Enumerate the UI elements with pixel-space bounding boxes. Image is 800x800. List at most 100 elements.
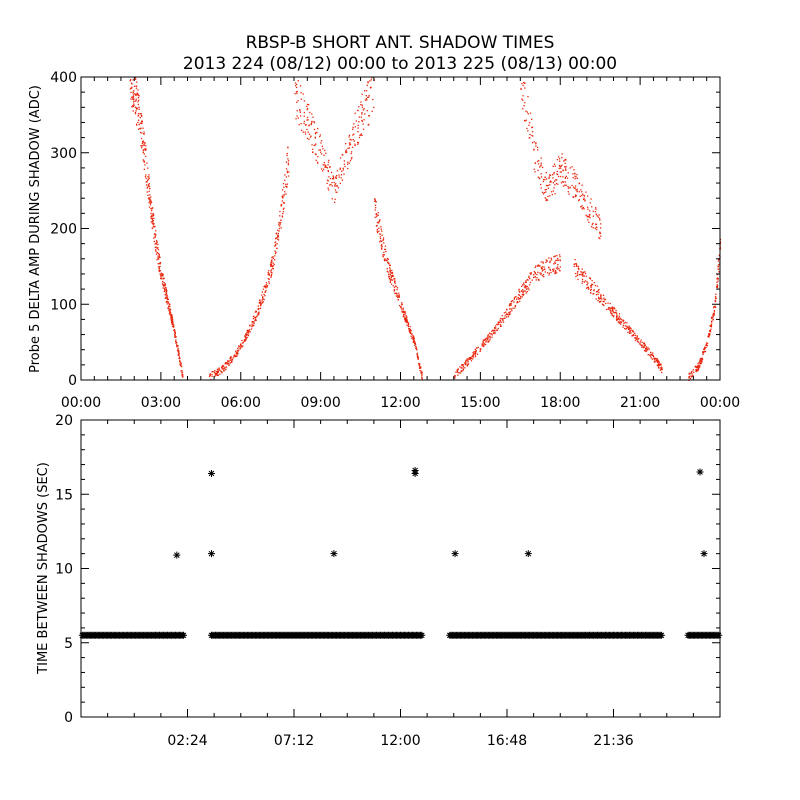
top-data-point [385, 250, 387, 253]
top-data-point [150, 218, 152, 220]
top-data-point [143, 160, 145, 162]
top-data-point [316, 161, 319, 163]
top-data-point [523, 81, 525, 84]
top-data-point [392, 285, 394, 287]
top-data-point [545, 198, 547, 200]
top-data-point [587, 216, 589, 218]
top-data-point [354, 143, 356, 145]
top-data-point [360, 104, 362, 106]
top-data-point [317, 127, 319, 130]
top-data-point [523, 284, 525, 286]
top-data-point [702, 352, 705, 354]
top-data-point [561, 181, 564, 183]
top-data-point [584, 272, 587, 275]
top-data-point [389, 281, 391, 283]
top-data-point [645, 348, 647, 350]
top-data-point [342, 167, 344, 169]
top-data-point [595, 294, 598, 296]
top-data-point [227, 360, 229, 362]
top-data-point [593, 289, 595, 291]
top-data-point [339, 157, 342, 159]
top-data-point [575, 263, 577, 265]
top-data-point [565, 166, 567, 168]
top-data-point [176, 346, 178, 348]
top-data-point [138, 99, 140, 101]
top-data-point [549, 195, 551, 197]
top-data-point [156, 241, 158, 243]
top-data-point [634, 337, 636, 339]
top-data-point [657, 359, 659, 361]
top-data-point [221, 368, 223, 370]
top-data-point [283, 195, 285, 197]
top-data-point [319, 151, 322, 153]
top-data-point [241, 346, 243, 348]
top-data-point [146, 186, 149, 188]
top-data-point [600, 235, 602, 237]
top-data-point [327, 189, 330, 191]
top-data-point [149, 197, 151, 200]
top-data-point [584, 200, 586, 202]
top-data-point [590, 286, 592, 289]
top-data-point [653, 358, 656, 361]
top-data-point [164, 297, 167, 299]
top-data-point [609, 308, 611, 310]
top-data-point [581, 205, 583, 207]
top-data-point [299, 109, 301, 111]
top-data-point [154, 233, 156, 235]
top-data-point [313, 120, 315, 123]
top-data-point [688, 376, 690, 378]
top-data-point [147, 194, 149, 196]
top-data-point [365, 90, 368, 92]
top-data-point [607, 302, 609, 304]
top-data-point [546, 199, 549, 201]
top-data-point [349, 144, 351, 146]
top-data-point [377, 214, 379, 216]
top-data-point [363, 108, 365, 110]
top-data-point [541, 275, 544, 277]
top-data-point [348, 142, 351, 144]
bottom-scatter-points [78, 467, 723, 639]
top-data-point [355, 120, 357, 122]
top-data-point [542, 274, 545, 276]
top-data-point [411, 337, 413, 339]
top-data-point [167, 301, 169, 303]
top-scatter-points [129, 77, 722, 381]
top-data-point [259, 301, 261, 303]
top-data-point [248, 329, 251, 331]
top-data-point [394, 292, 396, 295]
top-data-point [151, 214, 153, 216]
top-data-point [331, 185, 333, 187]
top-data-point [596, 285, 598, 287]
top-data-point [547, 187, 549, 189]
top-data-point [713, 310, 716, 312]
top-data-point [545, 191, 547, 193]
top-data-point [519, 298, 521, 300]
top-data-point [252, 315, 255, 317]
top-data-point [308, 138, 310, 140]
top-data-point [286, 172, 289, 174]
top-data-point [550, 181, 552, 183]
top-data-point [602, 300, 604, 303]
top-data-point [375, 225, 378, 227]
top-data-point [361, 111, 363, 114]
top-data-point [247, 335, 249, 337]
top-data-point [601, 298, 603, 300]
top-data-point [303, 115, 305, 117]
top-data-point [345, 150, 347, 152]
top-data-point [386, 270, 388, 272]
top-data-point [162, 274, 164, 276]
top-data-point [599, 301, 601, 303]
top-data-point [582, 206, 585, 209]
top-data-point [132, 95, 135, 98]
top-data-point [716, 281, 718, 283]
top-data-point [567, 186, 569, 188]
top-data-point [578, 191, 580, 193]
top-data-point [165, 289, 167, 291]
top-data-point [376, 224, 378, 227]
top-data-point [614, 308, 616, 310]
top-data-point [271, 256, 273, 259]
top-data-point [485, 340, 487, 342]
top-data-point [516, 302, 518, 304]
bottom-data-point [418, 631, 426, 639]
top-data-point [558, 167, 560, 170]
